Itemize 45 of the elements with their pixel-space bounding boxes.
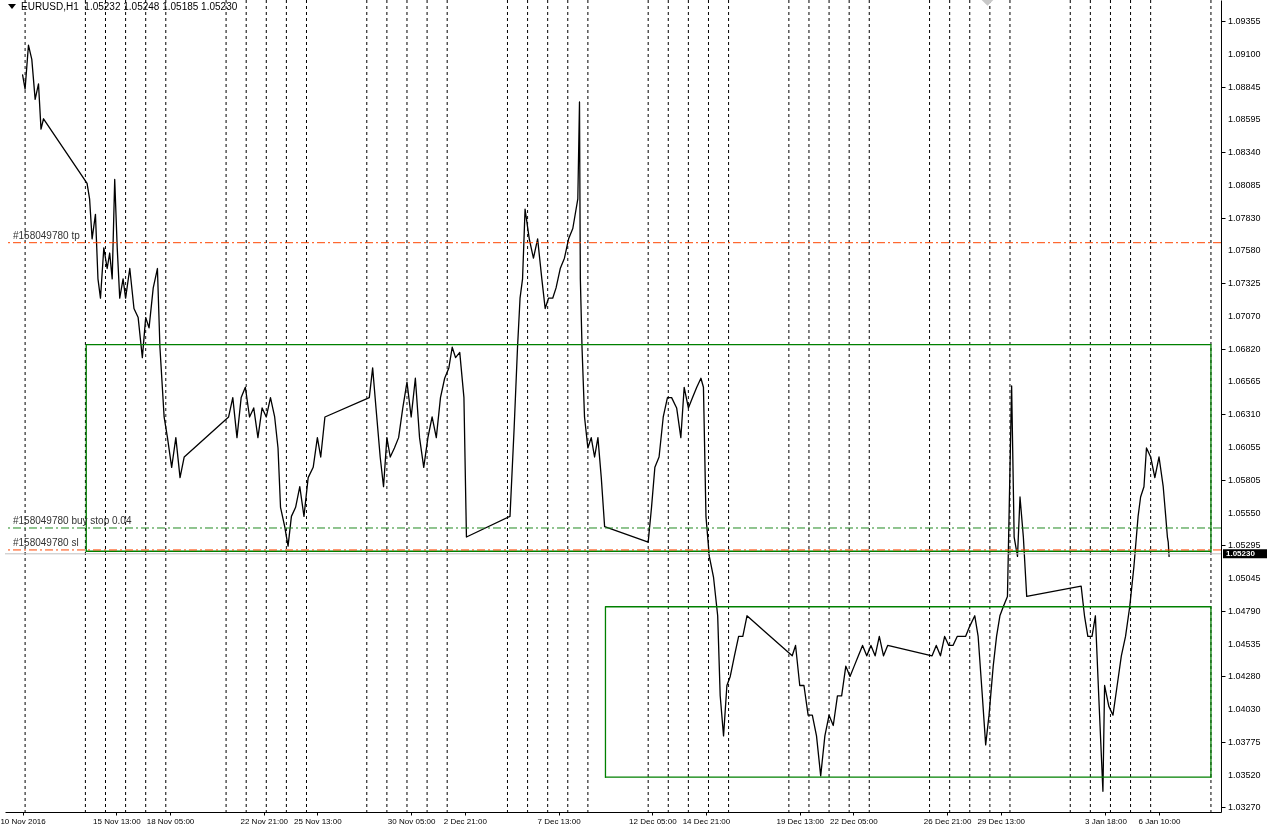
- y-tick-label: 1.06055: [1228, 442, 1261, 453]
- x-tick-label: 29 Dec 13:00: [977, 816, 1026, 826]
- y-tick-label: 1.05045: [1228, 572, 1261, 583]
- x-tick-label: 3 Jan 18:00: [1085, 816, 1128, 826]
- y-tick-label: 1.04280: [1228, 671, 1261, 682]
- y-tick-label: 1.06820: [1228, 343, 1261, 354]
- y-tick-label: 1.09100: [1228, 49, 1261, 60]
- y-tick-label: 1.05805: [1228, 474, 1261, 485]
- chart-title: EURUSD,H1 1.05232 1.05248 1.05185 1.05230: [21, 1, 238, 12]
- ref-line-label: 1.05230: [1226, 548, 1256, 558]
- y-tick-label: 1.08340: [1228, 147, 1261, 158]
- x-tick-label: 26 Dec 21:00: [923, 816, 972, 826]
- x-tick-label: 12 Dec 05:00: [629, 816, 678, 826]
- y-tick-label: 1.06310: [1228, 409, 1261, 420]
- y-tick-label: 1.03520: [1228, 769, 1261, 780]
- x-tick-label: 15 Nov 13:00: [93, 816, 142, 826]
- y-tick-label: 1.09355: [1228, 16, 1261, 27]
- x-tick-label: 10 Nov 2016: [0, 816, 47, 826]
- x-tick-label: 25 Nov 13:00: [294, 816, 343, 826]
- x-tick-label: 2 Dec 21:00: [443, 816, 488, 826]
- x-tick-label: 6 Jan 10:00: [1138, 816, 1181, 826]
- y-tick-label: 1.03270: [1228, 801, 1261, 812]
- ref-line-label: #158049780 sl: [13, 536, 79, 548]
- y-tick-label: 1.03775: [1228, 736, 1261, 747]
- y-tick-label: 1.04030: [1228, 703, 1261, 714]
- x-tick-label: 14 Dec 21:00: [682, 816, 731, 826]
- y-tick-label: 1.07580: [1228, 245, 1261, 256]
- y-tick-label: 1.05550: [1228, 507, 1261, 518]
- ref-line-label: #158049780 tp: [13, 229, 81, 241]
- x-tick-label: 18 Nov 05:00: [146, 816, 195, 826]
- x-tick-label: 19 Dec 13:00: [776, 816, 825, 826]
- y-tick-label: 1.07070: [1228, 311, 1261, 322]
- y-tick-label: 1.07325: [1228, 278, 1261, 289]
- x-tick-label: 22 Nov 21:00: [240, 816, 289, 826]
- x-tick-label: 22 Dec 05:00: [830, 816, 879, 826]
- y-tick-label: 1.08845: [1228, 82, 1261, 93]
- y-tick-label: 1.04535: [1228, 638, 1261, 649]
- y-tick-label: 1.05295: [1228, 540, 1261, 551]
- y-tick-label: 1.04790: [1228, 605, 1261, 616]
- y-tick-label: 1.08595: [1228, 114, 1261, 125]
- x-tick-label: 30 Nov 05:00: [387, 816, 437, 826]
- x-tick-label: 7 Dec 13:00: [537, 816, 582, 826]
- y-tick-label: 1.06565: [1228, 376, 1261, 387]
- y-tick-label: 1.07830: [1228, 213, 1261, 224]
- y-tick-label: 1.08085: [1228, 180, 1261, 191]
